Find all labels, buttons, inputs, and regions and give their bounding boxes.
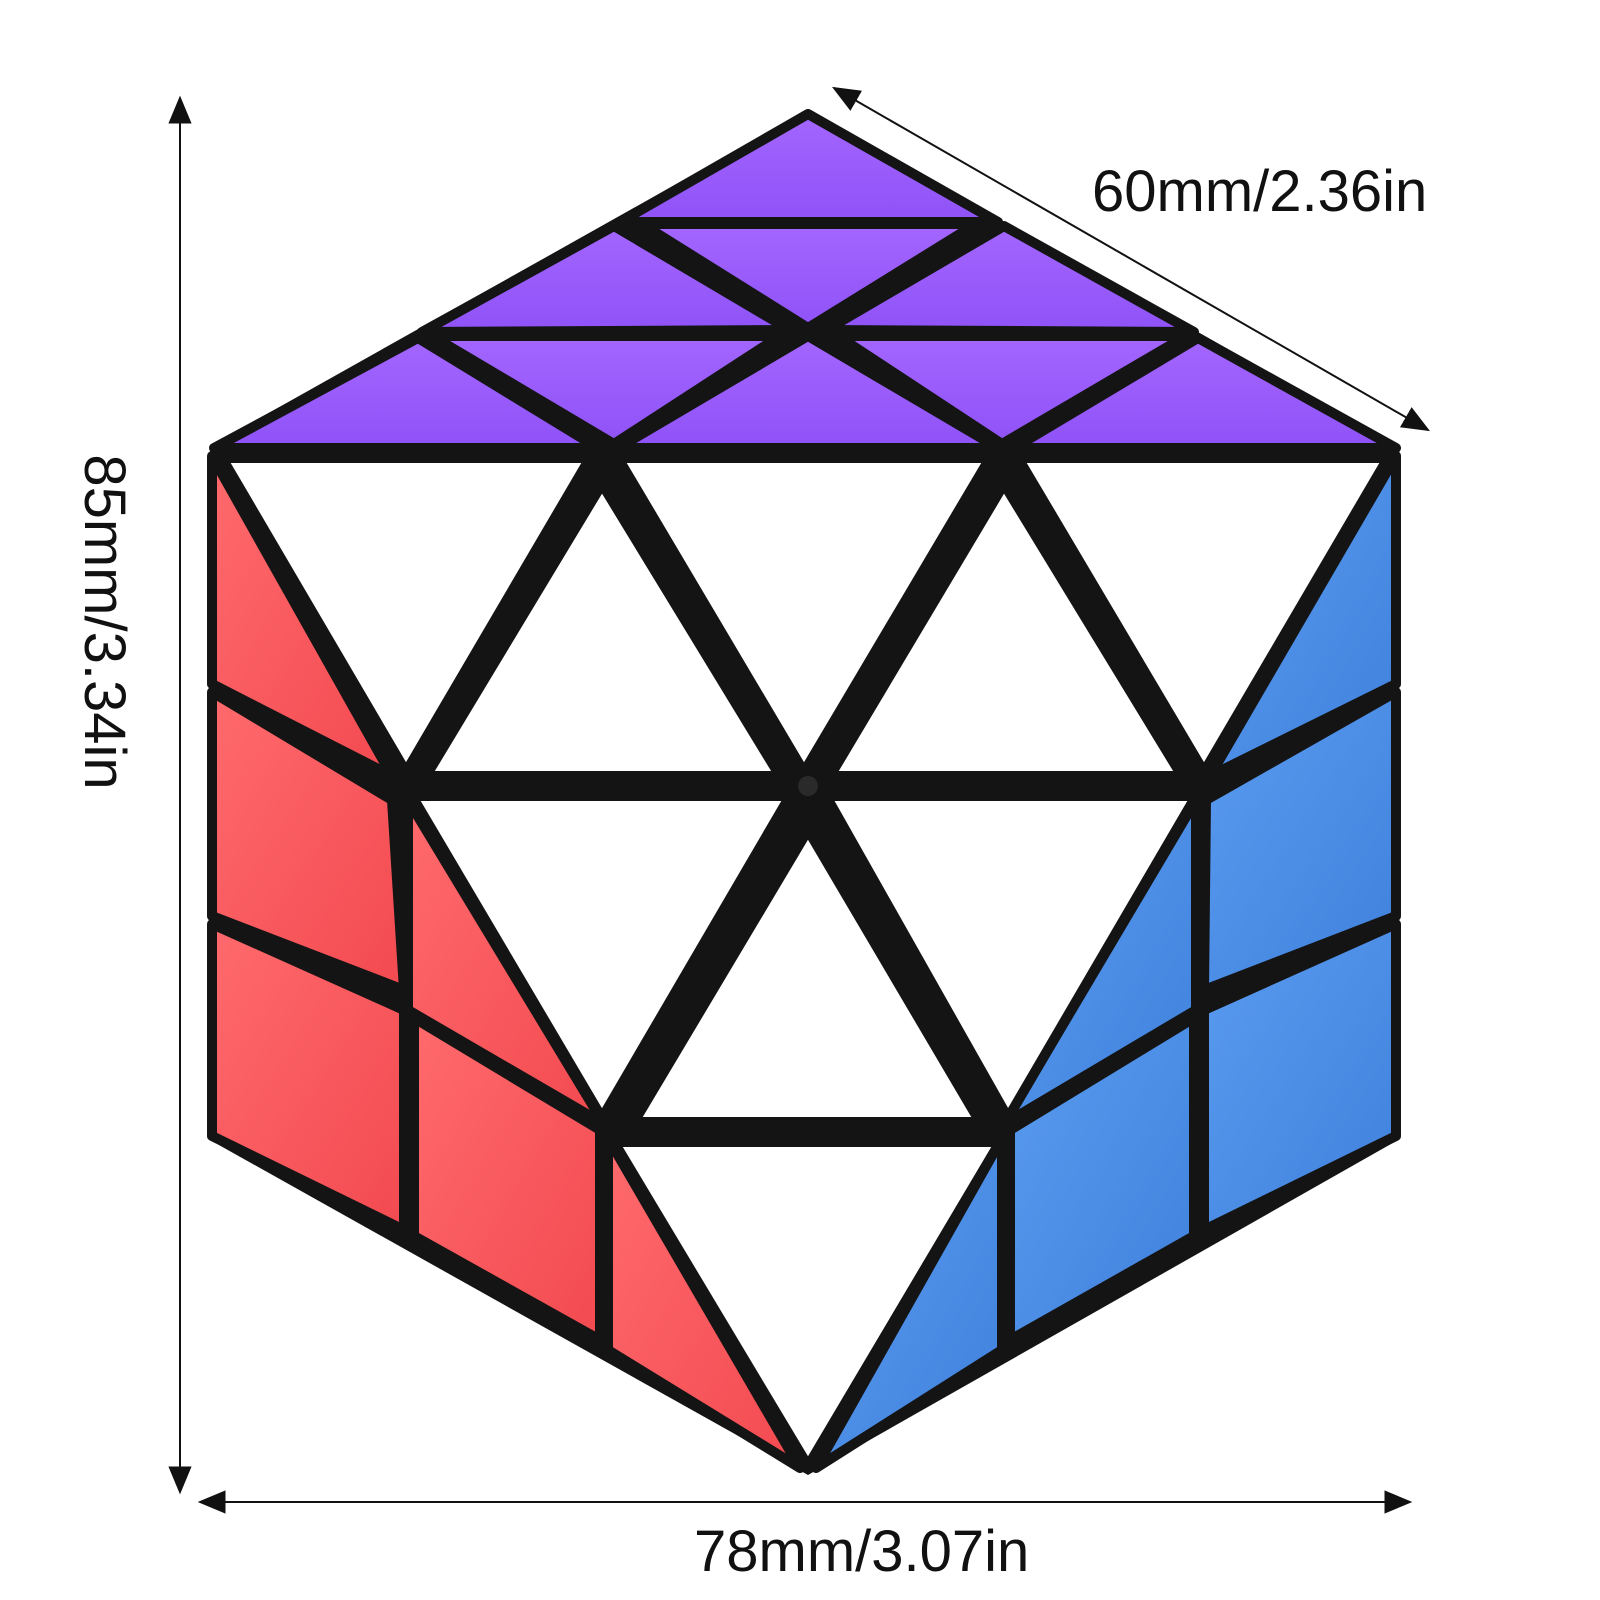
top-sticker [615,109,1003,227]
top-sticker [637,219,981,333]
front-sticker [1013,453,1393,777]
depth-arrow [831,86,1431,432]
right-sticker [1005,1013,1199,1345]
left-face [207,451,805,1473]
front-sticker [821,791,1201,1123]
top-sticker [1009,333,1401,453]
height-dimension-label: 85mm/3.34in [72,454,137,790]
front-sticker [407,791,795,1123]
front-face [217,453,1393,1471]
left-sticker [409,1013,605,1345]
top-face [209,109,1401,453]
right-sticker [1199,919,1401,1235]
top-sticker [833,331,1191,449]
front-sticker [629,825,985,1127]
left-sticker [207,919,409,1235]
left-sticker [207,451,397,781]
top-sticker [427,331,785,449]
front-sticker [825,479,1187,781]
width-dimension-label: 78mm/3.07in [694,1519,1030,1584]
right-sticker [1205,451,1401,781]
front-sticker [421,479,785,781]
top-sticker [613,331,1003,453]
front-sticker [609,1137,1005,1471]
dimension-arrows [168,86,1431,1514]
top-sticker [209,333,603,453]
depth-dimension-label: 60mm/2.36in [1092,159,1428,224]
right-sticker [1199,687,1401,995]
front-sticker [217,453,595,777]
front-sticker [613,453,995,777]
center-pivot [798,776,818,796]
